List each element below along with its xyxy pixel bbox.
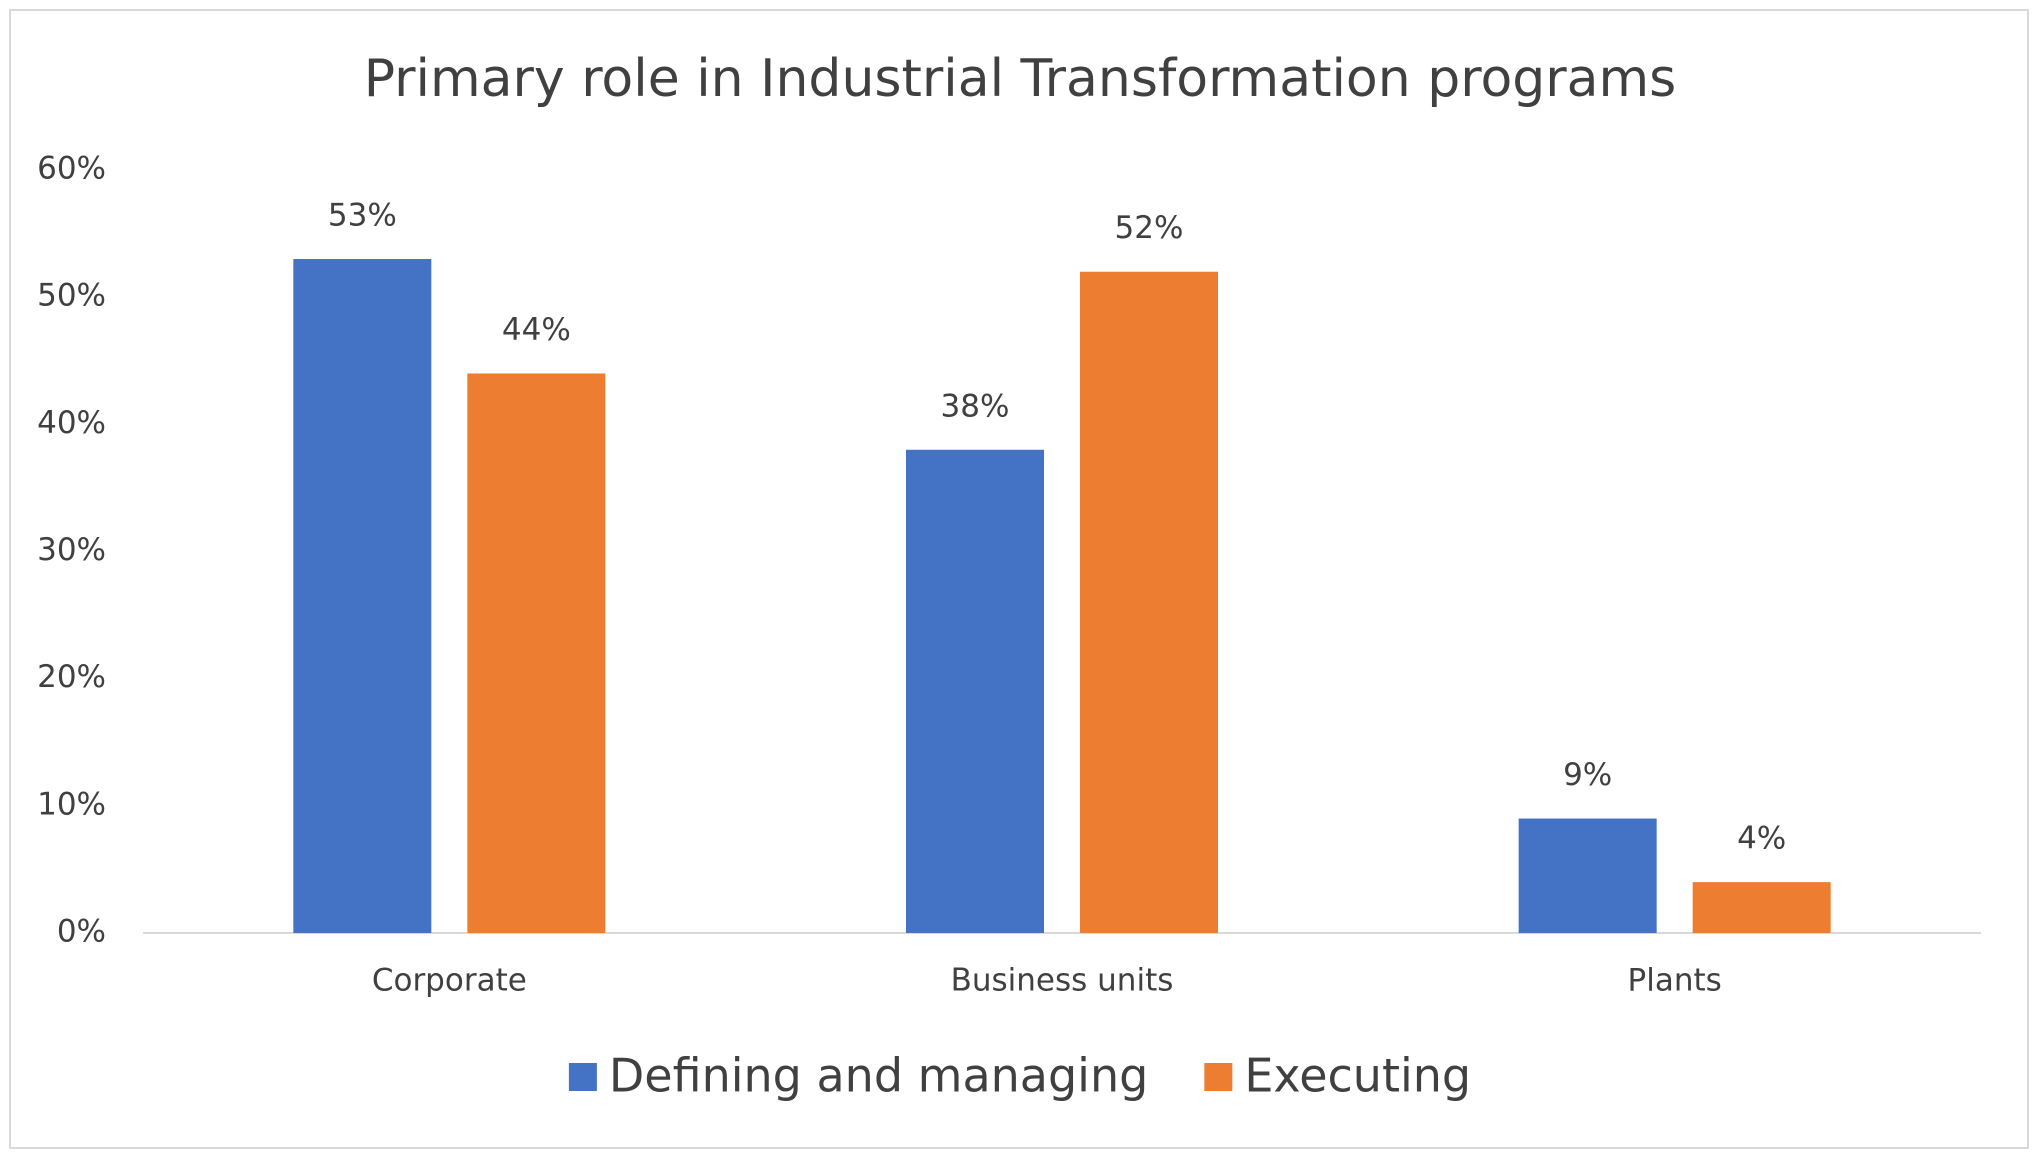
- bar: [467, 373, 606, 933]
- x-tick-label: Business units: [951, 963, 1174, 999]
- y-tick-label: 60%: [37, 151, 106, 187]
- y-tick-label: 40%: [37, 405, 106, 441]
- x-tick-label: Plants: [1628, 963, 1722, 999]
- y-tick-label: 30%: [37, 532, 106, 568]
- y-tick-label: 20%: [37, 659, 106, 695]
- bar: [906, 449, 1044, 933]
- bar: [293, 259, 432, 933]
- legend-label: Executing: [1244, 1049, 1471, 1103]
- legend-swatch: [1204, 1063, 1233, 1091]
- chart-title: Primary role in Industrial Transformatio…: [364, 49, 1677, 109]
- value-label: 53%: [328, 198, 397, 234]
- y-tick-label: 10%: [37, 786, 106, 822]
- value-label: 38%: [941, 388, 1010, 424]
- bar: [1518, 818, 1657, 933]
- legend-swatch: [568, 1063, 597, 1091]
- bar: [1080, 271, 1218, 933]
- value-label: 44%: [502, 312, 571, 348]
- x-tick-label: Corporate: [372, 963, 527, 999]
- y-tick-label: 0%: [57, 914, 106, 950]
- y-tick-label: 50%: [37, 278, 106, 314]
- value-label: 4%: [1737, 821, 1786, 857]
- value-label: 9%: [1563, 757, 1612, 793]
- legend-label: Defining and managing: [609, 1049, 1148, 1103]
- value-label: 52%: [1115, 210, 1184, 246]
- bar: [1692, 882, 1831, 933]
